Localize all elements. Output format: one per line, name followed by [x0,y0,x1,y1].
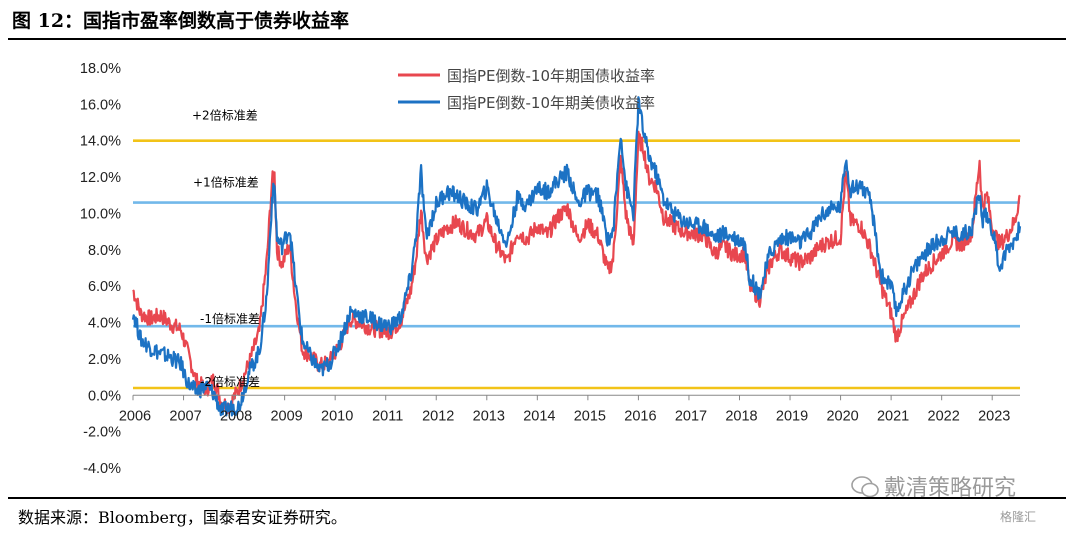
x-tick-label: 2012 [422,408,454,424]
x-tick-label: 2016 [624,408,656,424]
y-tick-label: 16.0% [80,97,121,113]
y-tick-label: 12.0% [80,170,121,186]
series-line-0 [132,130,1021,415]
source-note: 数据来源：Bloomberg，国泰君安证券研究。 [18,508,347,527]
x-tick-label: 2023 [978,408,1010,424]
reference-line-label-2: -1倍标准差 [200,311,260,326]
x-tick-label: 2006 [119,408,151,424]
x-tick-label: 2013 [473,408,505,424]
x-tick-label: 2015 [574,408,606,424]
x-tick-label: 2011 [372,408,403,424]
bottom-rule [8,497,1066,499]
legend-label-1: 国指PE倒数-10年期美债收益率 [447,94,655,112]
y-tick-label: 18.0% [80,61,121,77]
y-axis: 18.0% 16.0% 14.0% 12.0% 10.0% 8.0% 6.0% 4.0% 2.0… [80,61,121,477]
chart-area: 18.0% 16.0% 14.0% 12.0% 10.0% 8.0% 6.0% 4.0% 2.0… [80,61,1022,477]
y-tick-label: 2.0% [88,352,121,368]
reference-line-label-0: +2倍标准差 [192,108,258,123]
top-rule [8,38,1066,40]
y-tick-label: 0.0% [88,388,121,404]
legend-label-0: 国指PE倒数-10年期国债收益率 [447,67,655,85]
reference-line-label-1: +1倍标准差 [193,175,259,190]
y-tick-label: 8.0% [88,243,121,259]
x-tick-label: 2010 [321,408,353,424]
annotations: +2倍标准差 +1倍标准差 -1倍标准差 -2倍标准差 [192,108,260,389]
watermark-logo-text: 格隆汇 [1000,510,1037,524]
watermark-text: 戴清策略研究 [884,476,1017,501]
x-axis: 2006 2007 2008 2009 2010 2011 2012 2013 2014 2015… [119,394,1020,424]
x-tick-label: 2014 [523,408,555,424]
x-tick-label: 2009 [270,408,302,424]
x-tick-label: 2021 [877,408,909,424]
wechat-icon [851,476,879,498]
x-tick-label: 2008 [220,408,252,424]
reference-line-label-3: -2倍标准差 [200,374,260,389]
series-line-1 [131,96,1022,417]
y-tick-label: 4.0% [88,316,121,332]
x-tick-label: 2017 [675,408,707,424]
x-tick-label: 2022 [928,408,960,424]
y-tick-label: 6.0% [88,279,121,295]
series-lines [131,96,1022,417]
y-tick-label: -4.0% [83,461,121,477]
x-tick-label: 2019 [776,408,808,424]
x-tick-label: 2020 [826,408,858,424]
y-tick-label: 14.0% [80,134,121,150]
x-tick-label: 2018 [725,408,757,424]
y-tick-label: -2.0% [83,425,121,441]
y-tick-label: 10.0% [80,206,121,222]
figure-title: 图 12：国指市盈率倒数高于债券收益率 [12,10,350,32]
x-tick-label: 2007 [169,408,201,424]
